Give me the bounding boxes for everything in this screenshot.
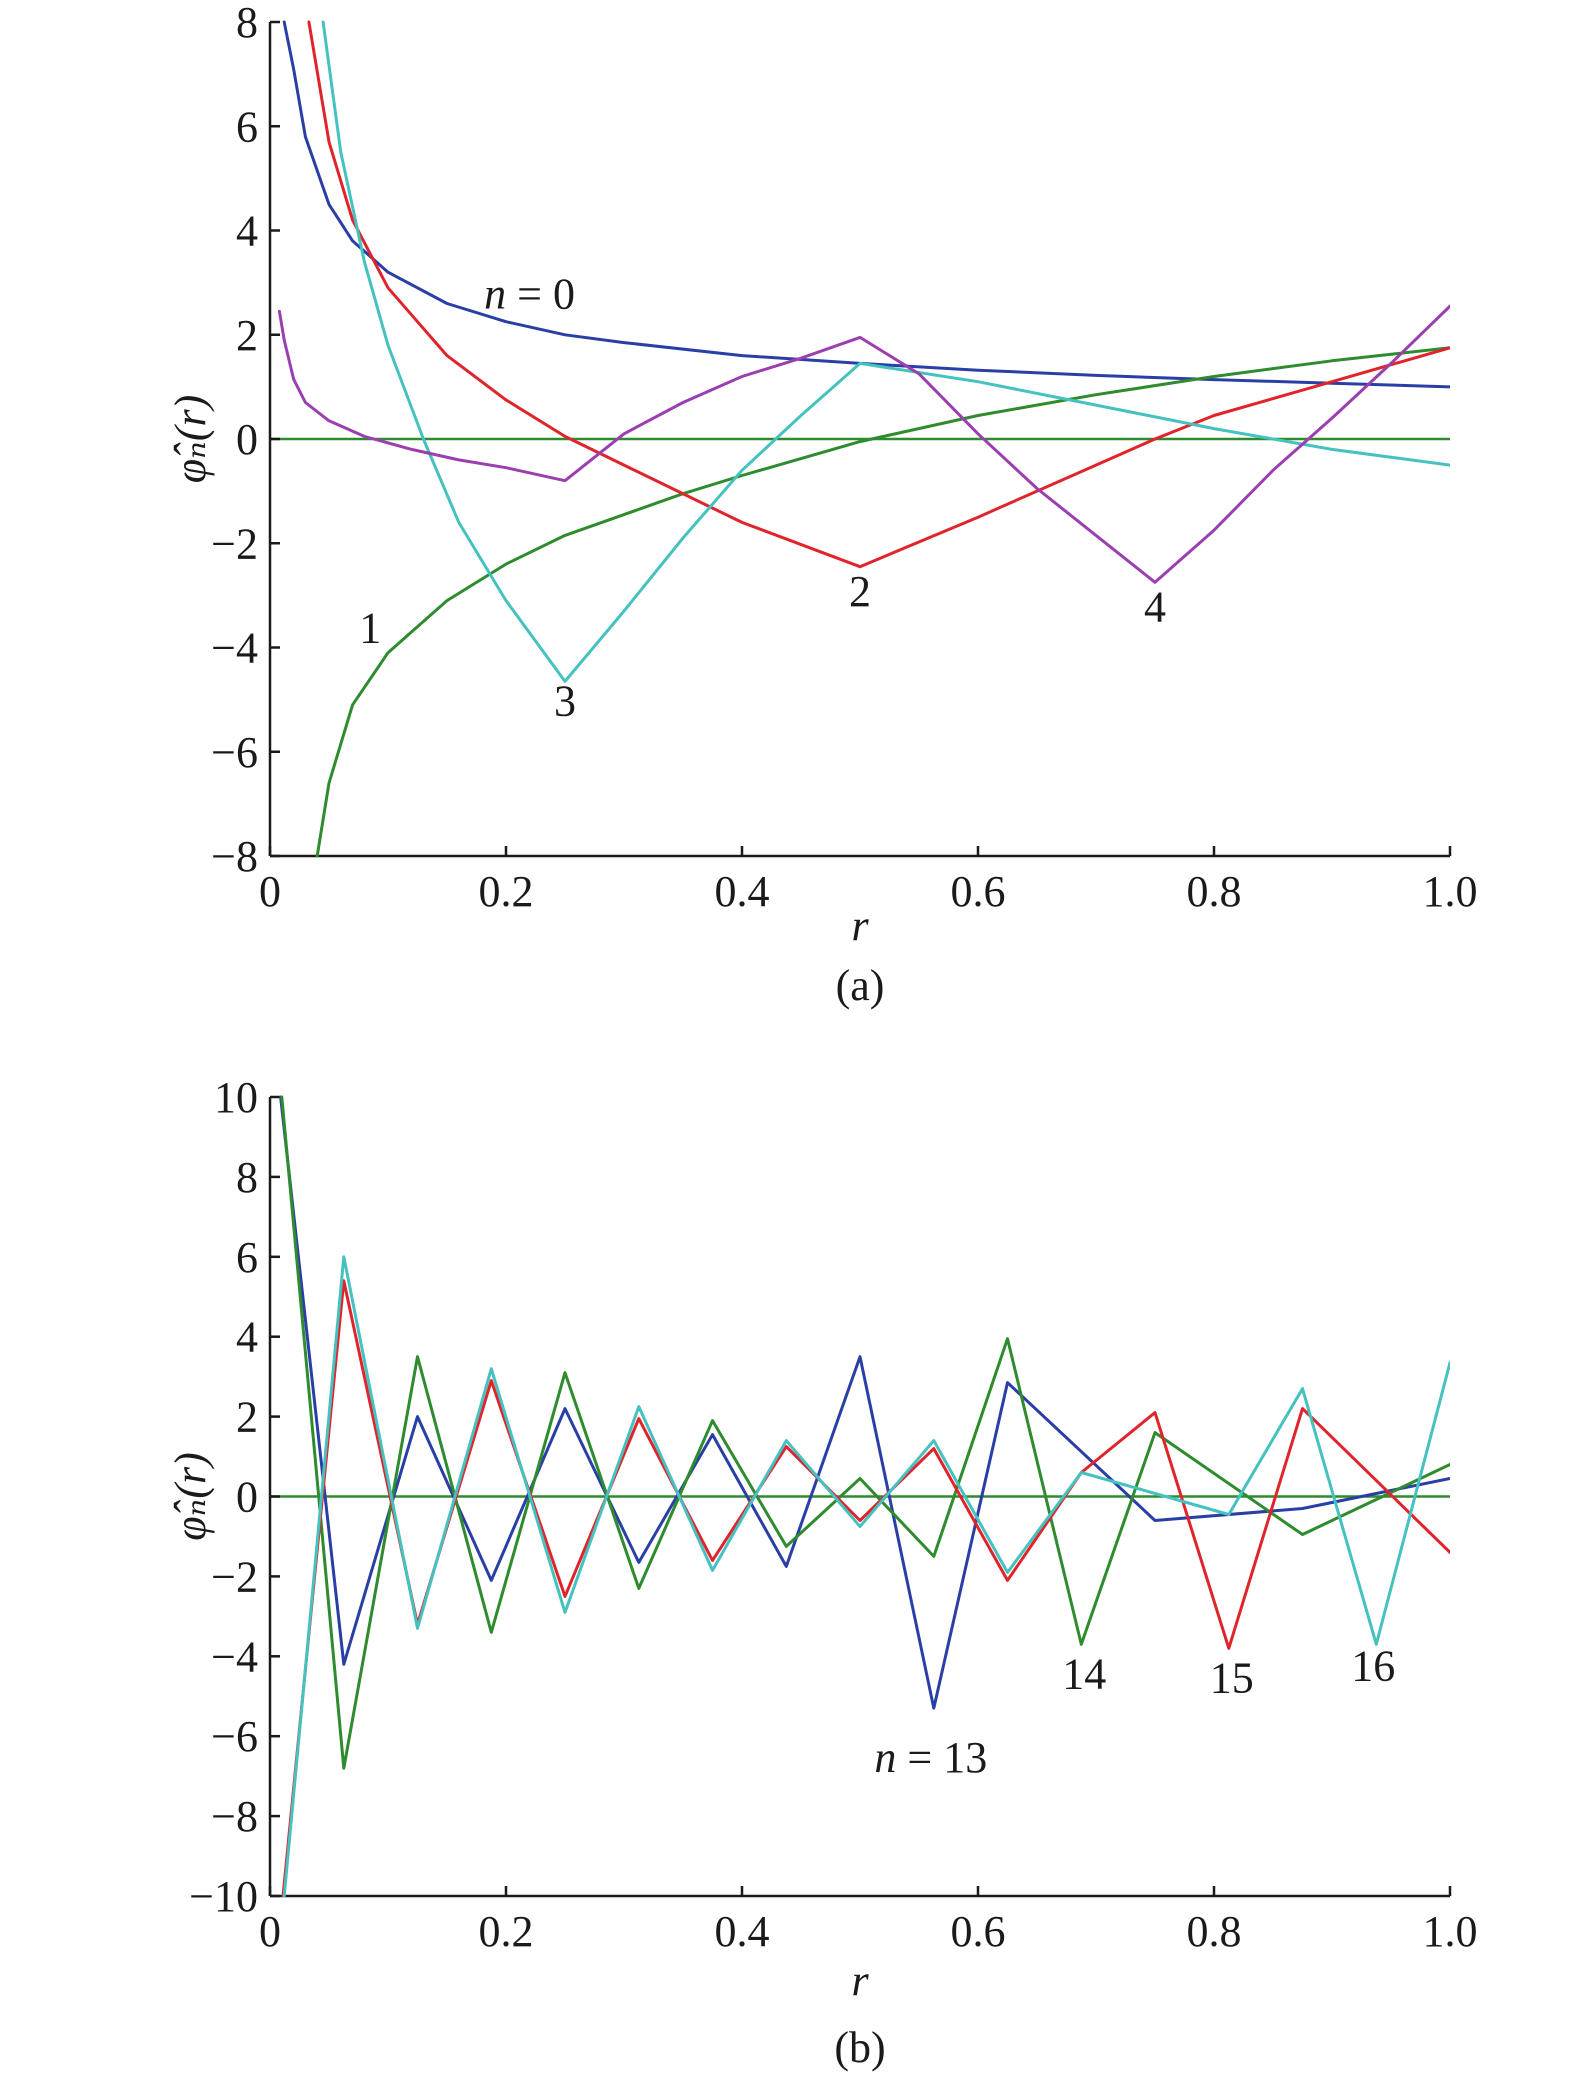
series-line-1	[315, 346, 1450, 858]
series-line-14	[280, 1095, 1450, 1770]
y-tick-label: −4	[211, 1632, 258, 1681]
y-tick-label: 6	[236, 102, 258, 151]
curve-label: n = 0	[484, 270, 575, 319]
series-line-n-0	[282, 20, 1450, 389]
y-tick-label: 2	[236, 311, 258, 360]
y-tick-label: 2	[236, 1393, 258, 1442]
y-tick-label: 6	[236, 1233, 258, 1282]
figure-caption: (a)	[836, 961, 885, 1010]
y-tick-label: 4	[236, 207, 258, 256]
y-tick-label: −8	[211, 1792, 258, 1841]
y-axis-label: φ̂ₙ(r)	[166, 395, 215, 484]
curve-label: 14	[1062, 1649, 1106, 1698]
curve-label: n = 13	[874, 1733, 987, 1782]
y-tick-label: −10	[189, 1872, 258, 1921]
series-line-3	[321, 20, 1450, 683]
x-tick-label: 0.6	[951, 867, 1006, 916]
series-line-15	[281, 1279, 1450, 1898]
x-tick-label: 1.0	[1423, 867, 1478, 916]
x-tick-label: 0.2	[479, 1907, 534, 1956]
y-tick-label: −6	[211, 1712, 258, 1761]
y-tick-label: −2	[211, 1552, 258, 1601]
x-tick-label: 0	[259, 1907, 281, 1956]
curve-label: 15	[1210, 1653, 1254, 1702]
series-line-n-13	[279, 1095, 1450, 1710]
y-tick-label: −6	[211, 728, 258, 777]
x-tick-label: 0.8	[1187, 1907, 1242, 1956]
x-tick-label: 1.0	[1423, 1907, 1478, 1956]
figure-caption: (b)	[834, 2023, 885, 2072]
x-axis-label: r	[851, 1956, 869, 2005]
curve-label: 1	[359, 603, 381, 652]
series-line-2	[307, 20, 1450, 569]
y-tick-label: −2	[211, 519, 258, 568]
series-line-4	[277, 304, 1450, 584]
curve-label: 2	[849, 567, 871, 616]
y-tick-label: 8	[236, 1153, 258, 1202]
x-tick-label: 0.6	[951, 1907, 1006, 1956]
curve-label: 3	[554, 676, 576, 725]
y-tick-label: −4	[211, 624, 258, 673]
curve-label: 16	[1351, 1641, 1395, 1690]
x-tick-label: 0.4	[715, 867, 770, 916]
y-tick-label: 4	[236, 1313, 258, 1362]
series-line-16	[282, 1255, 1450, 1898]
x-tick-label: 0.8	[1187, 867, 1242, 916]
curve-label: 4	[1144, 582, 1166, 631]
y-axis-label: φ̂ₙ(r)	[166, 1452, 215, 1541]
x-axis-label: r	[851, 901, 869, 950]
y-tick-label: 8	[236, 0, 258, 47]
y-tick-label: 10	[214, 1073, 258, 1122]
y-tick-label: 0	[236, 415, 258, 464]
x-tick-label: 0	[259, 867, 281, 916]
y-tick-label: 0	[236, 1473, 258, 1522]
y-tick-label: −8	[211, 832, 258, 881]
x-tick-label: 0.2	[479, 867, 534, 916]
x-tick-label: 0.4	[715, 1907, 770, 1956]
